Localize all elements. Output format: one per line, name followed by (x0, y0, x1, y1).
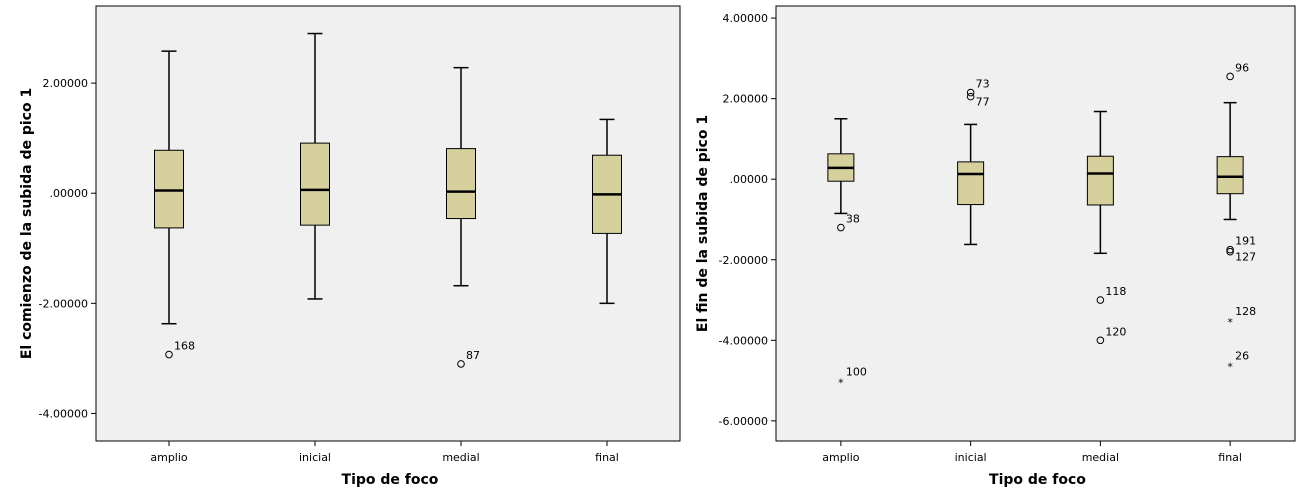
box-iqr (154, 149, 184, 229)
y-tick-label: 4.00000 (723, 12, 769, 25)
box-final (592, 118, 622, 305)
outlier-label: 100 (846, 366, 867, 379)
box-iqr (1086, 155, 1114, 206)
outlier-label: 191 (1235, 235, 1256, 248)
x-tick-label-medial: medial (1082, 451, 1119, 464)
outlier-label: 87 (466, 349, 480, 362)
outlier-label: 120 (1105, 325, 1126, 338)
box-medial: 118 120 (1086, 110, 1126, 345)
outlier-star: * (838, 377, 844, 390)
x-tick-label-inicial: inicial (299, 451, 331, 464)
x-tick-label-final: final (1218, 451, 1242, 464)
outlier-circle (1226, 247, 1234, 256)
y-tick-label: -2.00000 (719, 254, 768, 267)
outlier-label: 118 (1105, 285, 1126, 298)
outlier-label: 128 (1235, 305, 1256, 318)
box-iqr (300, 142, 330, 226)
box-iqr (446, 148, 476, 220)
outlier-label: 168 (174, 340, 195, 353)
y-tick-label: -2.00000 (39, 297, 88, 310)
y-tick-label: .00000 (730, 173, 769, 186)
outlier-label: 73 (976, 78, 990, 91)
outlier-circle (1096, 336, 1105, 345)
outlier-label: 38 (846, 213, 860, 226)
outlier-label: 96 (1235, 61, 1249, 74)
box-amplio: 38 *100 (827, 118, 867, 390)
box-iqr (957, 161, 985, 206)
x-axis-title: Tipo de foco (989, 472, 1086, 488)
outlier-star: * (1227, 360, 1233, 373)
y-axis-title: El comienzo de la subida de pico 1 (19, 88, 35, 359)
box-medial: 87 (446, 66, 480, 368)
y-tick-label: -4.00000 (719, 334, 768, 347)
outlier-label: 26 (1235, 349, 1249, 362)
x-tick-label-inicial: inicial (955, 451, 987, 464)
outlier-circle (1096, 296, 1105, 304)
y-axis-title: El fin de la subida de pico 1 (695, 115, 711, 332)
boxplot-chart-right: 4.00000 2.00000 .00000 -2.00000 -4.00000 -6.0… (695, 5, 1296, 488)
outlier-circle (837, 223, 845, 232)
outlier-circle (966, 92, 975, 101)
y-tick-label: -4.00000 (39, 407, 88, 420)
y-tick-label: .00000 (50, 187, 89, 200)
outlier-circle (165, 350, 173, 359)
x-tick-label-amplio: amplio (150, 451, 188, 464)
box-amplio: 168 (154, 50, 195, 359)
plot-area (775, 5, 1296, 442)
y-tick-label: 2.00000 (43, 77, 89, 90)
outlier-circle (966, 88, 975, 97)
outlier-circle (1226, 245, 1234, 254)
y-tick-label: -6.00000 (719, 415, 768, 428)
x-tick-label-amplio: amplio (822, 451, 860, 464)
x-tick-label-medial: medial (442, 451, 479, 464)
box-iqr (1216, 156, 1244, 195)
box-inicial (300, 32, 330, 300)
plot-area (95, 5, 681, 442)
outlier-label: 127 (1235, 251, 1256, 264)
outlier-circle (457, 360, 465, 368)
x-axis-title: Tipo de foco (342, 472, 439, 488)
boxplot-chart-left: 2.00000 .00000 -2.00000 -4.00000 amplio inici… (19, 5, 681, 488)
outlier-star: * (1227, 316, 1233, 329)
outlier-circle (1226, 72, 1234, 81)
x-tick-label-final: final (595, 451, 619, 464)
y-tick-label: 2.00000 (723, 93, 769, 106)
outlier-label: 77 (976, 96, 990, 109)
